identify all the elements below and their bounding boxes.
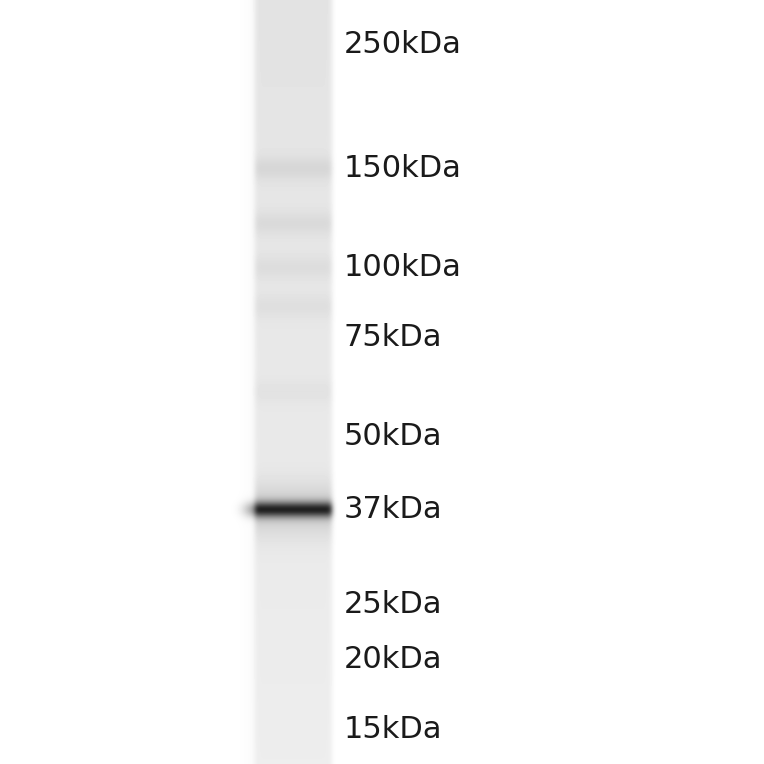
Text: 50kDa: 50kDa (344, 422, 442, 451)
Text: 25kDa: 25kDa (344, 591, 442, 620)
Text: 250kDa: 250kDa (344, 30, 461, 59)
Text: 20kDa: 20kDa (344, 645, 442, 674)
Text: 15kDa: 15kDa (344, 714, 442, 743)
Text: 75kDa: 75kDa (344, 323, 442, 352)
Text: 100kDa: 100kDa (344, 253, 461, 282)
Text: 37kDa: 37kDa (344, 495, 442, 524)
Text: 150kDa: 150kDa (344, 154, 461, 183)
